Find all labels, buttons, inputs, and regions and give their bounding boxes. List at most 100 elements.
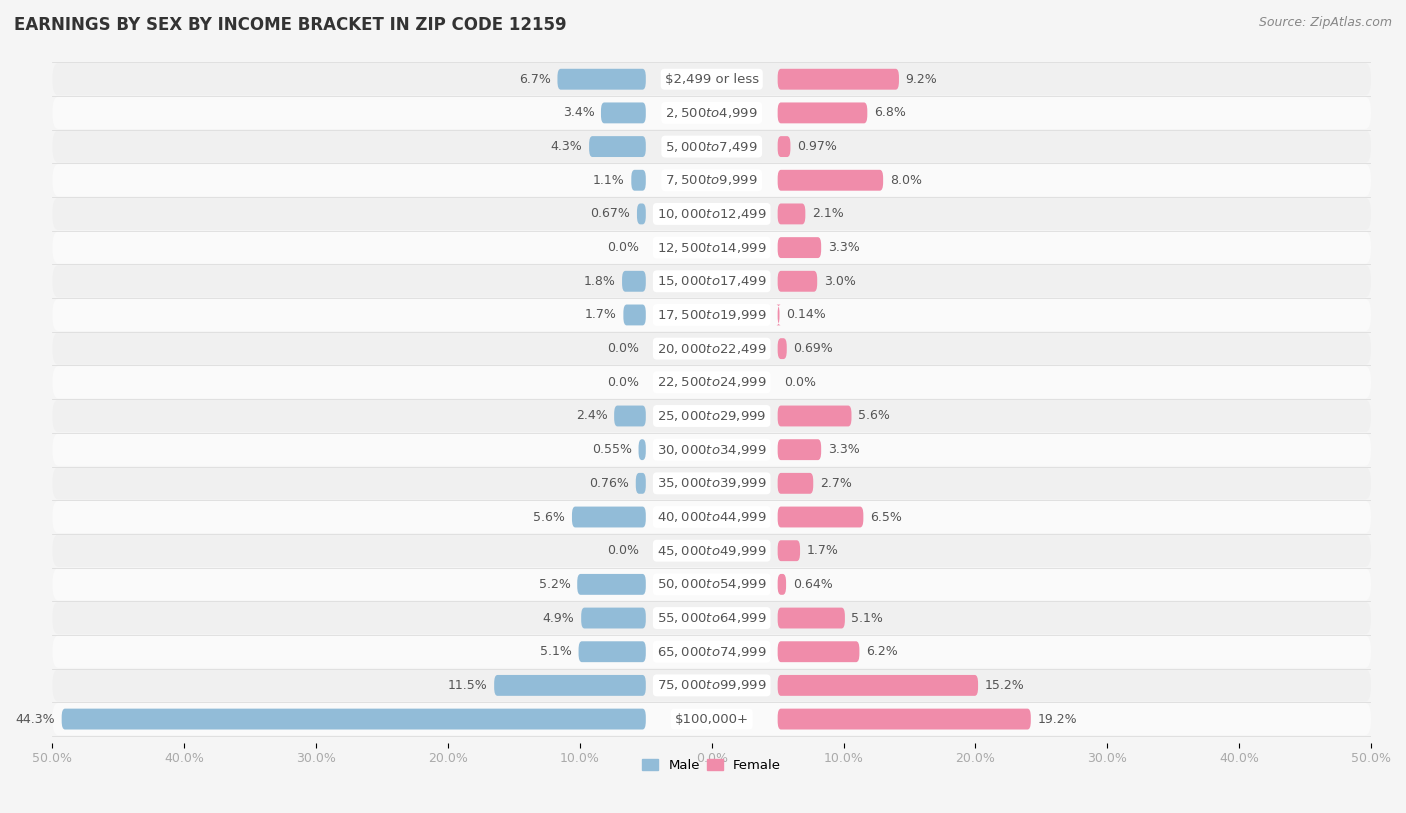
Text: 5.2%: 5.2%	[538, 578, 571, 591]
Text: $17,500 to $19,999: $17,500 to $19,999	[657, 308, 766, 322]
Text: 0.69%: 0.69%	[793, 342, 834, 355]
Text: Source: ZipAtlas.com: Source: ZipAtlas.com	[1258, 16, 1392, 29]
Text: $10,000 to $12,499: $10,000 to $12,499	[657, 207, 766, 221]
Text: 15.2%: 15.2%	[984, 679, 1025, 692]
Text: 1.8%: 1.8%	[583, 275, 616, 288]
FancyBboxPatch shape	[638, 439, 645, 460]
Text: $50,000 to $54,999: $50,000 to $54,999	[657, 577, 766, 591]
FancyBboxPatch shape	[778, 170, 883, 191]
FancyBboxPatch shape	[52, 97, 1371, 129]
Text: 0.55%: 0.55%	[592, 443, 631, 456]
Text: 3.0%: 3.0%	[824, 275, 856, 288]
Text: 44.3%: 44.3%	[15, 712, 55, 725]
FancyBboxPatch shape	[778, 406, 852, 427]
Text: $45,000 to $49,999: $45,000 to $49,999	[657, 544, 766, 558]
FancyBboxPatch shape	[52, 366, 1371, 398]
Text: $2,499 or less: $2,499 or less	[665, 72, 759, 85]
FancyBboxPatch shape	[52, 400, 1371, 433]
FancyBboxPatch shape	[778, 574, 786, 595]
FancyBboxPatch shape	[778, 271, 817, 292]
FancyBboxPatch shape	[52, 232, 1371, 263]
FancyBboxPatch shape	[557, 69, 645, 89]
Text: 4.9%: 4.9%	[543, 611, 575, 624]
FancyBboxPatch shape	[572, 506, 645, 528]
Text: 0.0%: 0.0%	[607, 342, 640, 355]
FancyBboxPatch shape	[62, 709, 645, 729]
FancyBboxPatch shape	[778, 541, 800, 561]
Text: $20,000 to $22,499: $20,000 to $22,499	[657, 341, 766, 355]
FancyBboxPatch shape	[776, 305, 780, 325]
FancyBboxPatch shape	[637, 203, 645, 224]
Legend: Male, Female: Male, Female	[637, 754, 786, 777]
FancyBboxPatch shape	[52, 568, 1371, 601]
Text: $5,000 to $7,499: $5,000 to $7,499	[665, 140, 758, 154]
FancyBboxPatch shape	[614, 406, 645, 427]
FancyBboxPatch shape	[778, 237, 821, 258]
FancyBboxPatch shape	[778, 473, 813, 493]
Text: 5.1%: 5.1%	[852, 611, 883, 624]
Text: $2,500 to $4,999: $2,500 to $4,999	[665, 106, 758, 120]
FancyBboxPatch shape	[52, 636, 1371, 668]
Text: 5.6%: 5.6%	[533, 511, 565, 524]
Text: 8.0%: 8.0%	[890, 174, 922, 187]
Text: $75,000 to $99,999: $75,000 to $99,999	[657, 678, 766, 693]
Text: 0.97%: 0.97%	[797, 140, 837, 153]
Text: 2.1%: 2.1%	[811, 207, 844, 220]
Text: 5.1%: 5.1%	[540, 646, 572, 659]
Text: 5.6%: 5.6%	[858, 410, 890, 423]
FancyBboxPatch shape	[778, 69, 898, 89]
FancyBboxPatch shape	[52, 164, 1371, 197]
Text: 2.7%: 2.7%	[820, 477, 852, 490]
Text: 19.2%: 19.2%	[1038, 712, 1077, 725]
Text: $12,500 to $14,999: $12,500 to $14,999	[657, 241, 766, 254]
FancyBboxPatch shape	[778, 506, 863, 528]
FancyBboxPatch shape	[778, 709, 1031, 729]
Text: $30,000 to $34,999: $30,000 to $34,999	[657, 442, 766, 457]
FancyBboxPatch shape	[52, 534, 1371, 567]
Text: 6.7%: 6.7%	[519, 72, 551, 85]
FancyBboxPatch shape	[52, 333, 1371, 365]
FancyBboxPatch shape	[589, 136, 645, 157]
Text: 0.14%: 0.14%	[786, 308, 825, 321]
Text: 1.7%: 1.7%	[585, 308, 617, 321]
FancyBboxPatch shape	[631, 170, 645, 191]
Text: $7,500 to $9,999: $7,500 to $9,999	[665, 173, 758, 187]
FancyBboxPatch shape	[52, 467, 1371, 499]
FancyBboxPatch shape	[621, 271, 645, 292]
Text: 1.7%: 1.7%	[807, 544, 838, 557]
Text: 0.76%: 0.76%	[589, 477, 628, 490]
FancyBboxPatch shape	[578, 641, 645, 662]
Text: 6.8%: 6.8%	[875, 107, 905, 120]
Text: 3.3%: 3.3%	[828, 443, 859, 456]
Text: 0.0%: 0.0%	[785, 376, 817, 389]
Text: 0.0%: 0.0%	[607, 241, 640, 254]
FancyBboxPatch shape	[778, 675, 979, 696]
Text: $40,000 to $44,999: $40,000 to $44,999	[657, 510, 766, 524]
Text: 3.3%: 3.3%	[828, 241, 859, 254]
Text: $100,000+: $100,000+	[675, 712, 749, 725]
FancyBboxPatch shape	[778, 203, 806, 224]
Text: EARNINGS BY SEX BY INCOME BRACKET IN ZIP CODE 12159: EARNINGS BY SEX BY INCOME BRACKET IN ZIP…	[14, 16, 567, 34]
Text: $55,000 to $64,999: $55,000 to $64,999	[657, 611, 766, 625]
Text: $65,000 to $74,999: $65,000 to $74,999	[657, 645, 766, 659]
Text: 3.4%: 3.4%	[562, 107, 595, 120]
Text: $15,000 to $17,499: $15,000 to $17,499	[657, 274, 766, 289]
FancyBboxPatch shape	[52, 669, 1371, 702]
Text: $22,500 to $24,999: $22,500 to $24,999	[657, 376, 766, 389]
FancyBboxPatch shape	[52, 265, 1371, 298]
Text: 0.67%: 0.67%	[591, 207, 630, 220]
FancyBboxPatch shape	[52, 130, 1371, 163]
FancyBboxPatch shape	[52, 198, 1371, 230]
FancyBboxPatch shape	[778, 607, 845, 628]
Text: 0.64%: 0.64%	[793, 578, 832, 591]
Text: 2.4%: 2.4%	[576, 410, 607, 423]
Text: 6.5%: 6.5%	[870, 511, 901, 524]
FancyBboxPatch shape	[778, 136, 790, 157]
Text: 4.3%: 4.3%	[551, 140, 582, 153]
Text: $35,000 to $39,999: $35,000 to $39,999	[657, 476, 766, 490]
FancyBboxPatch shape	[578, 574, 645, 595]
FancyBboxPatch shape	[52, 602, 1371, 634]
FancyBboxPatch shape	[52, 703, 1371, 735]
FancyBboxPatch shape	[52, 433, 1371, 466]
FancyBboxPatch shape	[52, 501, 1371, 533]
